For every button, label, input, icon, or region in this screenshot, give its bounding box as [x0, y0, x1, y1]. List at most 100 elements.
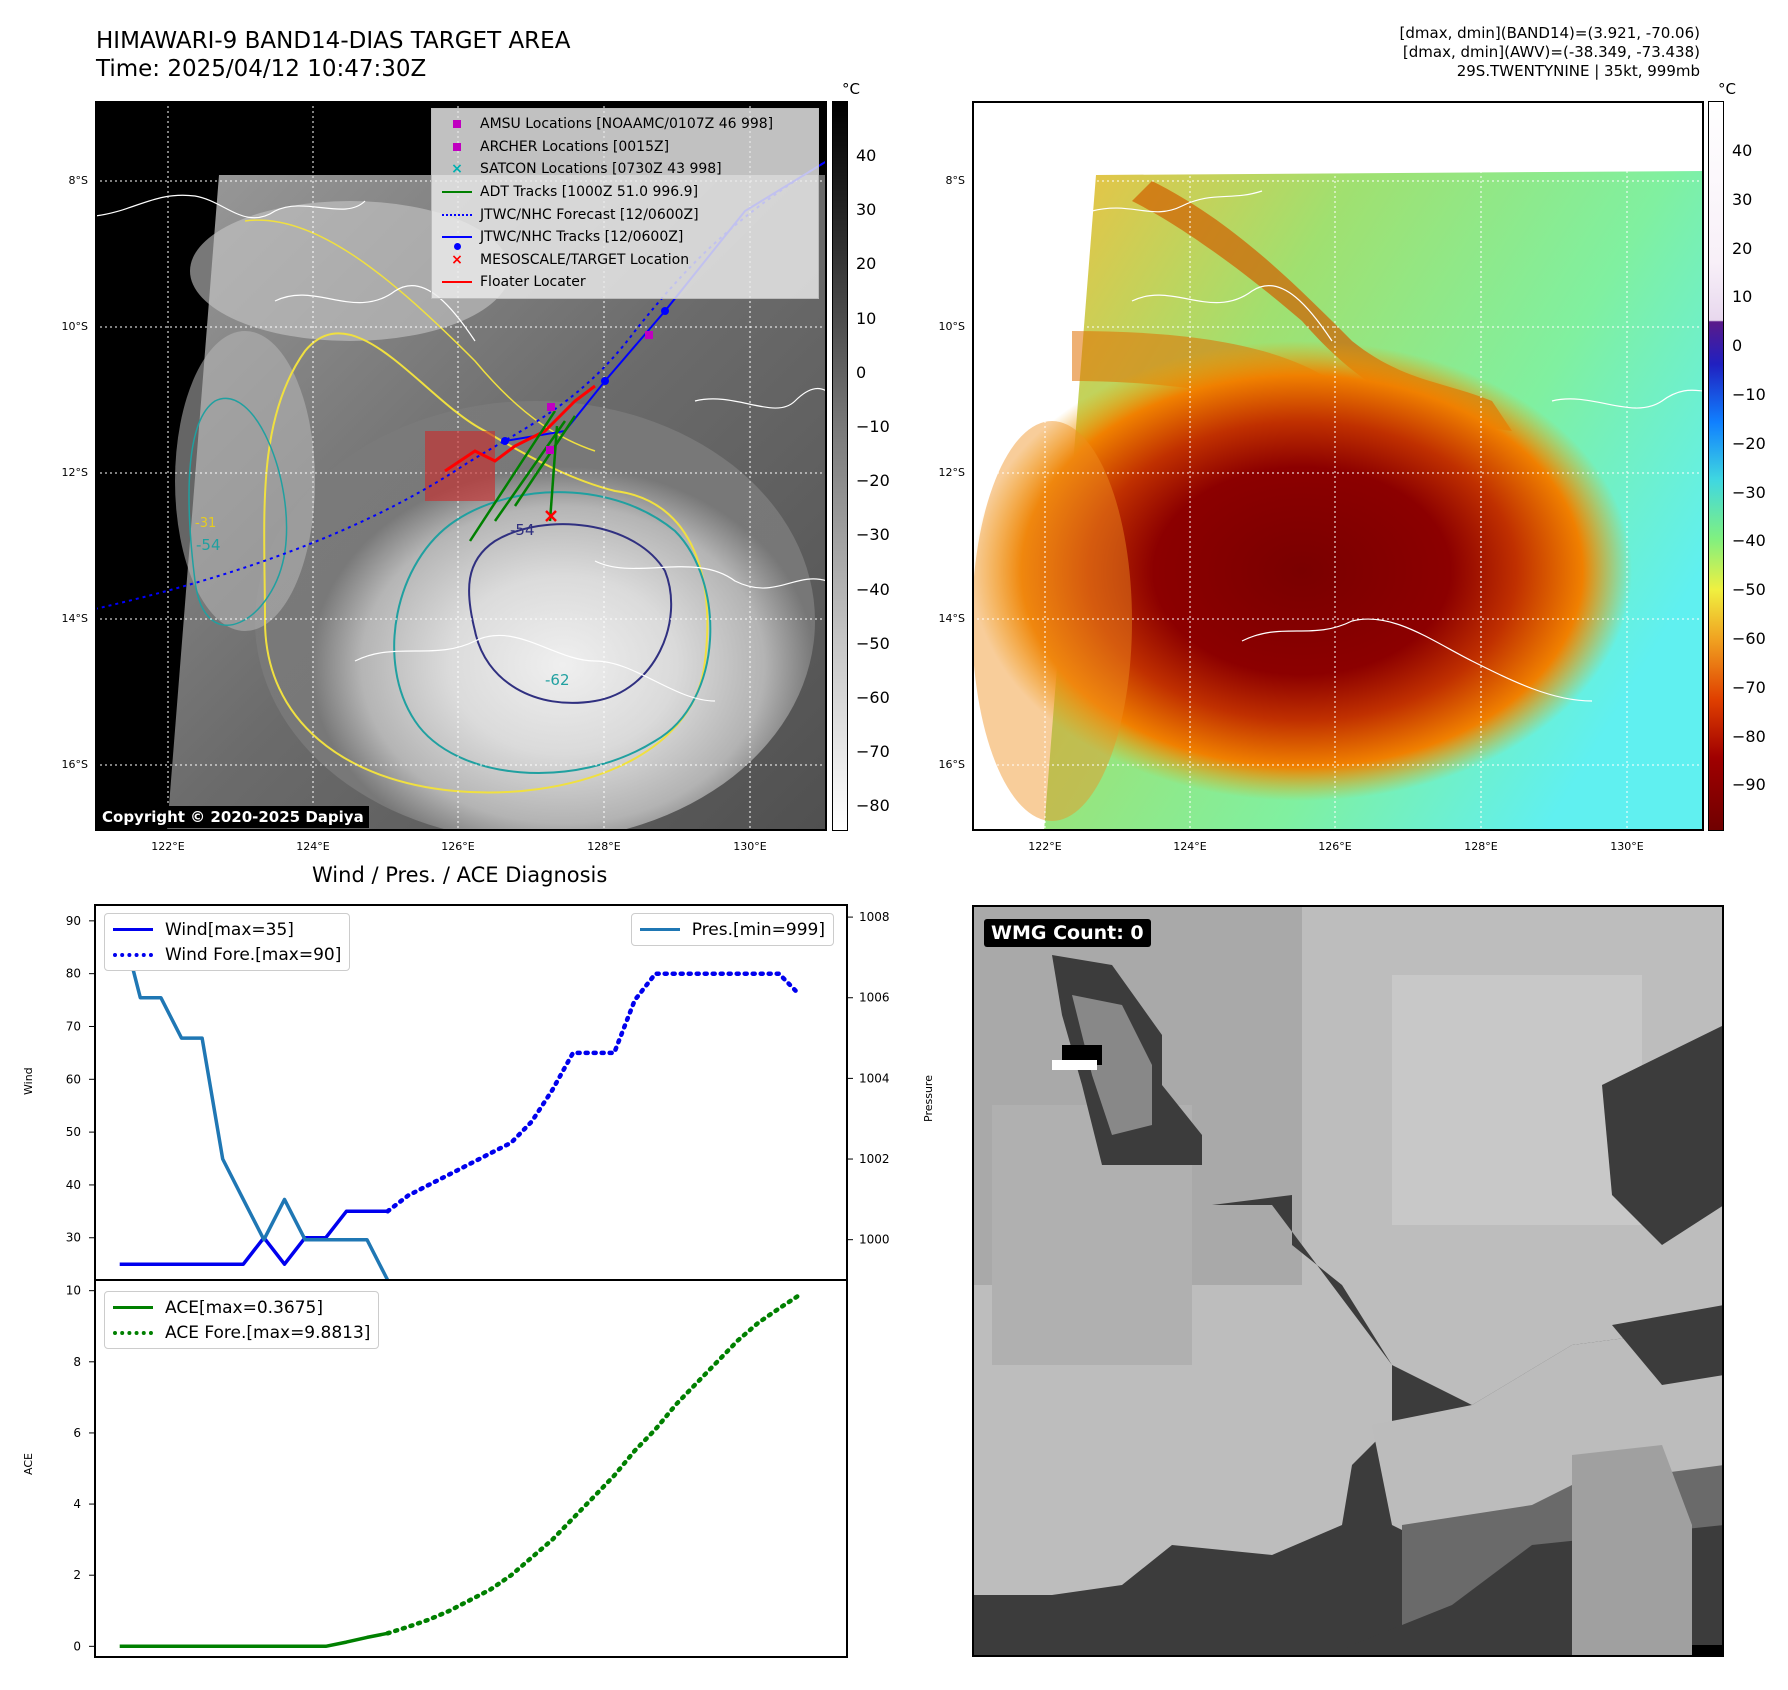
legend-entry: × MESOSCALE/TARGET Location	[440, 249, 810, 272]
dot-line-icon	[440, 236, 474, 251]
lat-label: 10°S	[938, 320, 965, 333]
diagnosis-title: Wind / Pres. / ACE Diagnosis	[312, 863, 608, 887]
wind-forecast-line	[385, 971, 802, 1214]
wv-unit: °C	[1718, 80, 1736, 98]
wv-colorbar-tick: 0	[1732, 336, 1743, 356]
legend-label: Pres.[min=999]	[691, 919, 825, 940]
wv-colorbar-tick: −50	[1732, 580, 1766, 600]
legend-entry: ADT Tracks [1000Z 51.0 996.9]	[440, 181, 810, 204]
ir-frame	[95, 101, 827, 831]
wind-series-line	[119, 1209, 388, 1266]
ace-tick-label: 4	[73, 1497, 81, 1511]
wv-colorbar-tick: −60	[1732, 629, 1766, 648]
legend-label: ACE[max=0.3675]	[165, 1297, 323, 1318]
wv-colorbar-tick: 20	[1732, 238, 1753, 258]
legend-label: SATCON Locations [0730Z 43 998]	[480, 161, 722, 178]
legend-label: MESOSCALE/TARGET Location	[480, 251, 690, 268]
ir-colorbar-tick: −20	[856, 471, 890, 491]
ace-forecast-line	[385, 1292, 802, 1636]
dotted-line-icon	[113, 952, 157, 957]
legend-entry: Floater Locater	[440, 271, 810, 294]
ace-legend: ACE[max=0.3675] ACE Fore.[max=9.8813]	[104, 1291, 380, 1349]
contour-label-2: -31	[195, 516, 217, 531]
ace-tick-label: 6	[73, 1426, 81, 1440]
ir-satellite-map: -54 -31 -54 -62 AMSU Locations [NOAAMC/0…	[95, 101, 827, 831]
lat-label: 12°S	[61, 466, 88, 479]
contour-label-4: -62	[545, 671, 570, 689]
legend-label: ACE Fore.[max=9.8813]	[165, 1322, 371, 1343]
lon-label: 122°E	[1028, 840, 1062, 853]
lon-label: 122°E	[151, 840, 185, 853]
lat-label: 10°S	[61, 320, 88, 333]
ir-colorbar-tick: −80	[856, 796, 890, 816]
legend-label: Wind[max=35]	[165, 919, 294, 940]
ace-axis-label: ACE	[22, 1453, 35, 1475]
lat-label: 8°S	[68, 174, 88, 187]
chart-time: Time: 2025/04/12 10:47:30Z	[96, 56, 427, 82]
legend-label: ARCHER Locations [0015Z]	[480, 138, 670, 155]
wind-tick-label: 60	[66, 1072, 81, 1086]
pressure-tick-label: 1004	[859, 1071, 890, 1085]
ace-tick-label: 0	[73, 1639, 81, 1653]
legend-entry: ACE[max=0.3675]	[113, 1295, 370, 1320]
lon-label: 124°E	[296, 840, 330, 853]
dotted-line-icon	[440, 213, 474, 216]
wind-tick-label: 30	[66, 1231, 81, 1245]
lat-label: 14°S	[61, 612, 88, 625]
lon-label: 130°E	[1610, 840, 1644, 853]
wv-colorbar	[1708, 101, 1724, 831]
square-marker-icon	[440, 120, 474, 129]
wind-tick-label: 80	[66, 967, 81, 981]
legend-entry: Pres.[min=999]	[639, 917, 825, 942]
lat-label: 12°S	[938, 466, 965, 479]
legend-label: Wind Fore.[max=90]	[165, 944, 342, 965]
ir-legend: AMSU Locations [NOAAMC/0107Z 46 998] ARC…	[431, 108, 819, 299]
contour-label-3: -54	[510, 521, 535, 539]
legend-label: ADT Tracks [1000Z 51.0 996.9]	[480, 184, 699, 201]
wmg-map: WMG Count: 0	[972, 905, 1724, 1657]
lon-label: 130°E	[733, 840, 767, 853]
solid-line-icon	[113, 928, 157, 931]
contour-label-1: -54	[196, 536, 221, 554]
ir-colorbar-tick: −10	[856, 417, 890, 436]
solid-line-icon	[113, 1306, 157, 1309]
legend-entry: Wind Fore.[max=90]	[113, 942, 341, 967]
ir-colorbar-tick: −50	[856, 633, 890, 653]
wv-satellite-map	[972, 101, 1704, 831]
copyright-badge: Copyright © 2020-2025 Dapiya	[97, 806, 369, 828]
legend-label: JTWC/NHC Forecast [12/0600Z]	[480, 206, 699, 223]
wv-colorbar-tick: −90	[1732, 775, 1766, 795]
square-marker-icon	[440, 142, 474, 151]
ace-tick-label: 8	[73, 1355, 81, 1369]
legend-label: AMSU Locations [NOAAMC/0107Z 46 998]	[480, 116, 774, 133]
wind-tick-label: 90	[66, 914, 81, 928]
legend-entry: ARCHER Locations [0015Z]	[440, 136, 810, 159]
lon-label: 128°E	[1464, 840, 1498, 853]
ir-colorbar	[832, 101, 848, 831]
ir-unit: °C	[842, 80, 860, 98]
wmg-frame	[972, 905, 1724, 1657]
wv-colorbar-tick: −30	[1732, 482, 1766, 502]
wind-axis-label: Wind	[22, 1067, 35, 1095]
storm-info: 29S.TWENTYNINE | 35kt, 999mb	[1456, 62, 1700, 80]
pressure-legend: Pres.[min=999]	[630, 913, 834, 946]
pressure-axis-label: Pressure	[922, 1075, 935, 1122]
wv-colorbar-tick: 30	[1732, 189, 1753, 209]
x-marker-icon: ×	[451, 161, 463, 178]
pressure-tick-label: 1002	[859, 1152, 890, 1166]
wind-legend: Wind[max=35] Wind Fore.[max=90]	[104, 913, 351, 971]
lon-label: 126°E	[441, 840, 475, 853]
wv-frame	[972, 101, 1704, 831]
ace-tick-label: 10	[66, 1284, 81, 1298]
ace-series-line	[119, 1631, 388, 1649]
diagnosis-chart: 30 40 50 60 70 80 90 1000 1002 1004 1006 1008 0 2 4 6 8 1…	[66, 904, 890, 1658]
wv-colorbar-tick: −10	[1732, 385, 1766, 404]
legend-entry: JTWC/NHC Tracks [12/0600Z]	[440, 226, 810, 251]
ir-colorbar-tick: −60	[856, 688, 890, 707]
ir-colorbar-tick: 40	[856, 146, 877, 165]
solid-line-icon	[639, 928, 684, 931]
wind-tick-label: 70	[66, 1019, 81, 1033]
lat-label: 14°S	[938, 612, 965, 625]
ir-colorbar-tick: 20	[856, 254, 877, 274]
pressure-tick-label: 1006	[859, 991, 890, 1005]
